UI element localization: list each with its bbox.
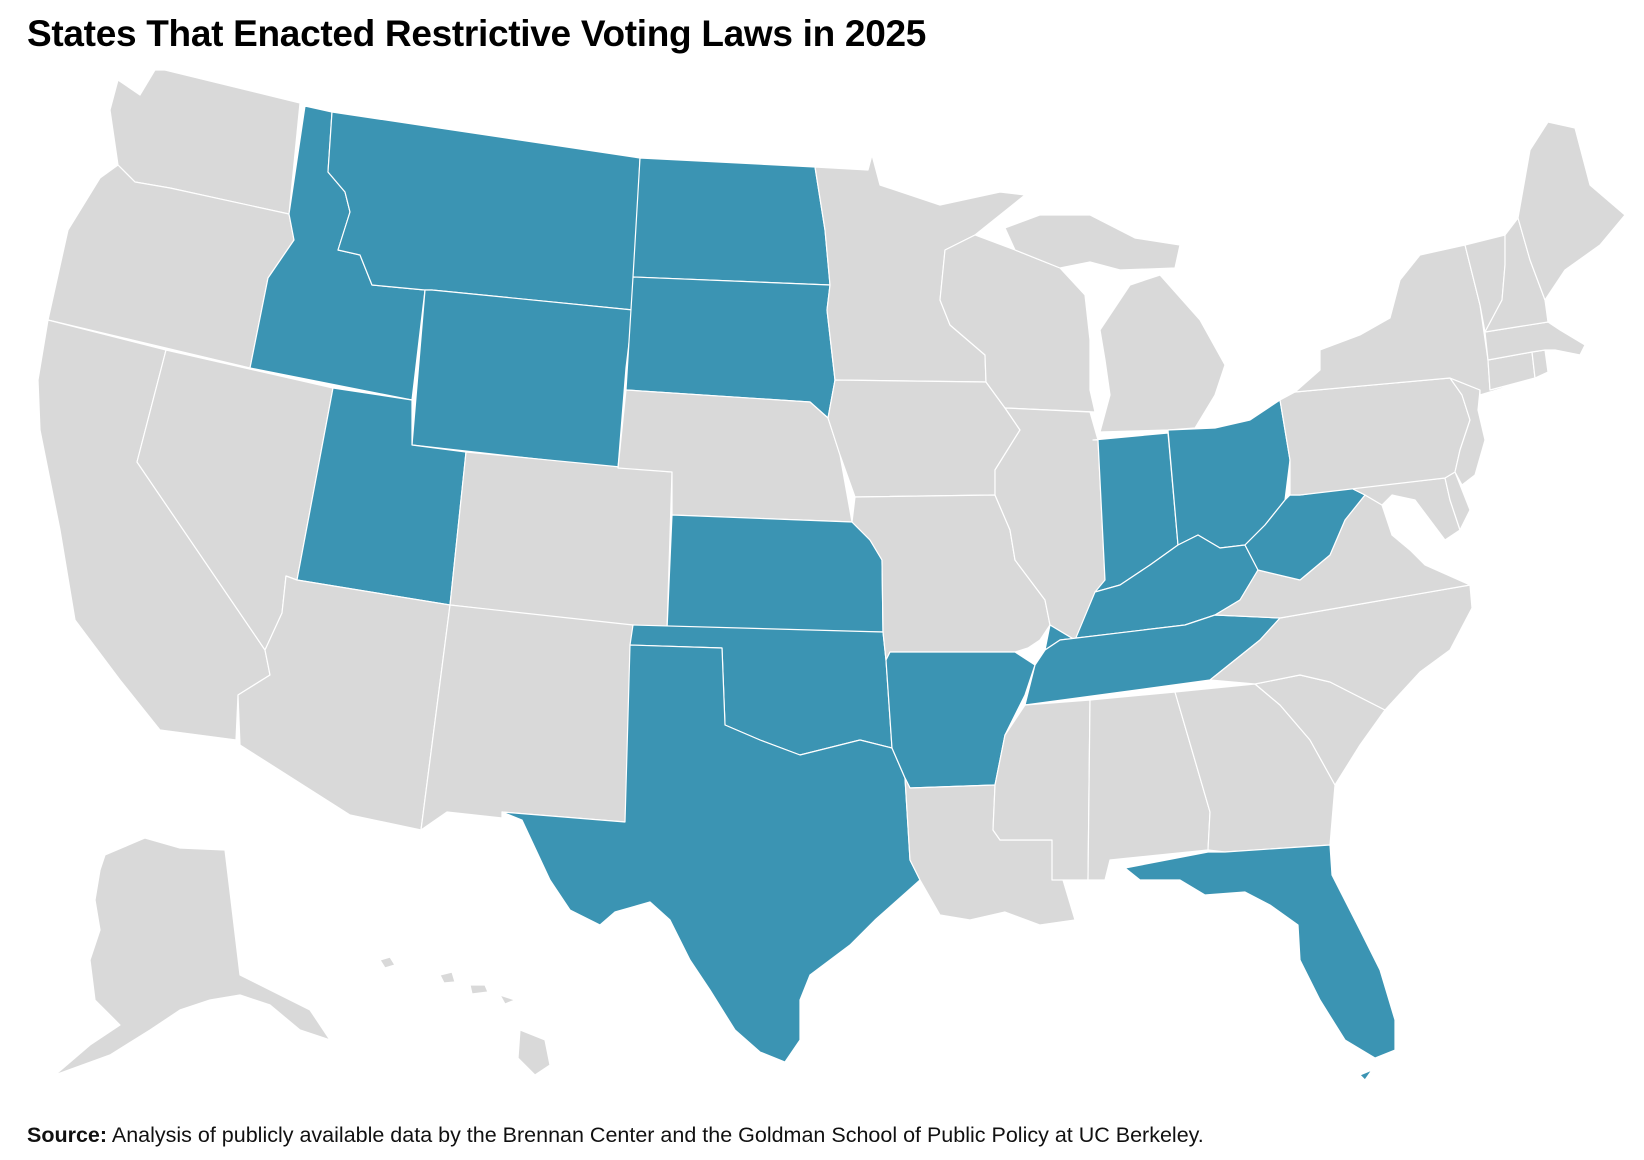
source-note: Source: Analysis of publicly available d… (27, 1121, 1204, 1149)
state-colorado[interactable] (449, 451, 673, 631)
source-label: Source: (27, 1123, 108, 1147)
state-new-jersey[interactable] (1449, 377, 1486, 486)
state-alaska[interactable] (54, 837, 331, 1076)
state-maine[interactable] (1517, 121, 1626, 301)
state-michigan[interactable] (1004, 214, 1226, 433)
state-massachusetts[interactable] (1484, 321, 1586, 361)
state-florida[interactable] (1124, 844, 1396, 1081)
state-rhode-island[interactable] (1531, 349, 1549, 379)
map-title: States That Enacted Restrictive Voting L… (27, 13, 927, 54)
state-montana[interactable] (327, 111, 641, 311)
state-pennsylvania[interactable] (1279, 377, 1471, 496)
state-north-carolina[interactable] (1209, 584, 1473, 711)
state-north-dakota[interactable] (632, 157, 831, 286)
state-iowa[interactable] (827, 379, 1021, 498)
source-text: Analysis of publicly available data by t… (111, 1123, 1204, 1147)
state-texas[interactable] (501, 644, 921, 1063)
state-kansas[interactable] (666, 514, 884, 633)
state-new-mexico[interactable] (420, 604, 634, 831)
state-hawaii[interactable] (379, 956, 551, 1076)
us-states-map (37, 69, 1626, 1081)
state-wyoming[interactable] (411, 289, 634, 469)
